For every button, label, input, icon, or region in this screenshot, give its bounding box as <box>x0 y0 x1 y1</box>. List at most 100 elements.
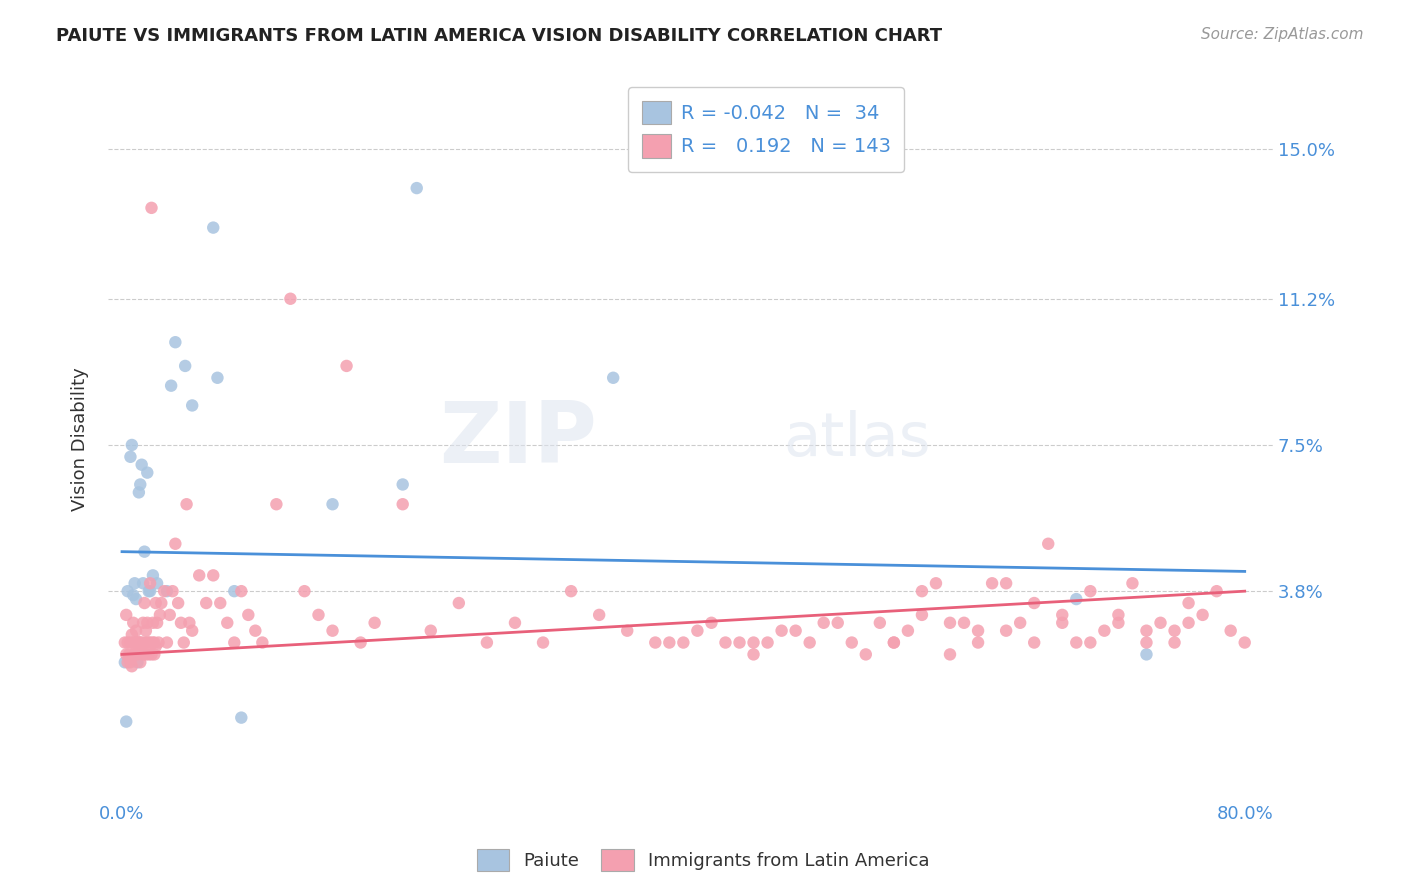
Point <box>391 477 413 491</box>
Point <box>644 635 666 649</box>
Point <box>120 450 142 464</box>
Point <box>939 615 962 630</box>
Point <box>128 635 150 649</box>
Point <box>742 635 765 649</box>
Point <box>128 485 150 500</box>
Point <box>252 635 274 649</box>
Point <box>114 635 136 649</box>
Point <box>120 635 142 649</box>
Point <box>911 607 934 622</box>
Point <box>195 596 218 610</box>
Point <box>349 635 371 649</box>
Point <box>363 615 385 630</box>
Point <box>602 371 624 385</box>
Point <box>125 592 148 607</box>
Point <box>127 648 149 662</box>
Point <box>146 615 169 630</box>
Point <box>120 655 142 669</box>
Point <box>447 596 470 610</box>
Point <box>150 596 173 610</box>
Point <box>159 607 181 622</box>
Point <box>134 635 156 649</box>
Point <box>118 648 141 662</box>
Point <box>131 458 153 472</box>
Point <box>134 544 156 558</box>
Point <box>911 584 934 599</box>
Point <box>170 615 193 630</box>
Point <box>179 615 201 630</box>
Y-axis label: Vision Disability: Vision Disability <box>72 368 89 511</box>
Point <box>1066 592 1088 607</box>
Point <box>131 640 153 654</box>
Point <box>953 615 976 630</box>
Point <box>132 615 155 630</box>
Point <box>145 640 167 654</box>
Point <box>531 635 554 649</box>
Point <box>174 359 197 373</box>
Point <box>142 568 165 582</box>
Point <box>280 292 302 306</box>
Point <box>121 659 143 673</box>
Point <box>132 576 155 591</box>
Point <box>122 588 145 602</box>
Point <box>1052 615 1074 630</box>
Point <box>117 655 139 669</box>
Point <box>231 711 253 725</box>
Point <box>124 635 146 649</box>
Point <box>405 181 427 195</box>
Point <box>121 438 143 452</box>
Point <box>138 648 160 662</box>
Point <box>503 615 526 630</box>
Point <box>841 635 863 649</box>
Point <box>131 635 153 649</box>
Point <box>231 584 253 599</box>
Point <box>294 584 316 599</box>
Point <box>165 537 187 551</box>
Point <box>1163 624 1185 638</box>
Point <box>1052 607 1074 622</box>
Point <box>1092 624 1115 638</box>
Point <box>855 648 877 662</box>
Point <box>115 714 138 729</box>
Point <box>117 635 139 649</box>
Point <box>136 635 159 649</box>
Point <box>616 624 638 638</box>
Point <box>799 635 821 649</box>
Point <box>1024 635 1046 649</box>
Point <box>127 635 149 649</box>
Point <box>897 624 920 638</box>
Point <box>142 635 165 649</box>
Point <box>165 335 187 350</box>
Point <box>142 615 165 630</box>
Point <box>145 596 167 610</box>
Point <box>138 635 160 649</box>
Point <box>143 648 166 662</box>
Text: ZIP: ZIP <box>440 398 598 481</box>
Text: Source: ZipAtlas.com: Source: ZipAtlas.com <box>1201 27 1364 42</box>
Point <box>124 648 146 662</box>
Point <box>139 584 162 599</box>
Point <box>135 624 157 638</box>
Point <box>672 635 695 649</box>
Point <box>136 466 159 480</box>
Point <box>224 584 246 599</box>
Point <box>1135 624 1157 638</box>
Point <box>139 635 162 649</box>
Point <box>827 615 849 630</box>
Point <box>1191 607 1213 622</box>
Point <box>939 648 962 662</box>
Point <box>883 635 905 649</box>
Point <box>1066 635 1088 649</box>
Point <box>1078 584 1101 599</box>
Point <box>132 648 155 662</box>
Point <box>770 624 793 638</box>
Point <box>335 359 357 373</box>
Point <box>114 655 136 669</box>
Point <box>224 635 246 649</box>
Point <box>322 497 344 511</box>
Point <box>1163 635 1185 649</box>
Point <box>475 635 498 649</box>
Point <box>1078 635 1101 649</box>
Point <box>127 655 149 669</box>
Point <box>322 624 344 638</box>
